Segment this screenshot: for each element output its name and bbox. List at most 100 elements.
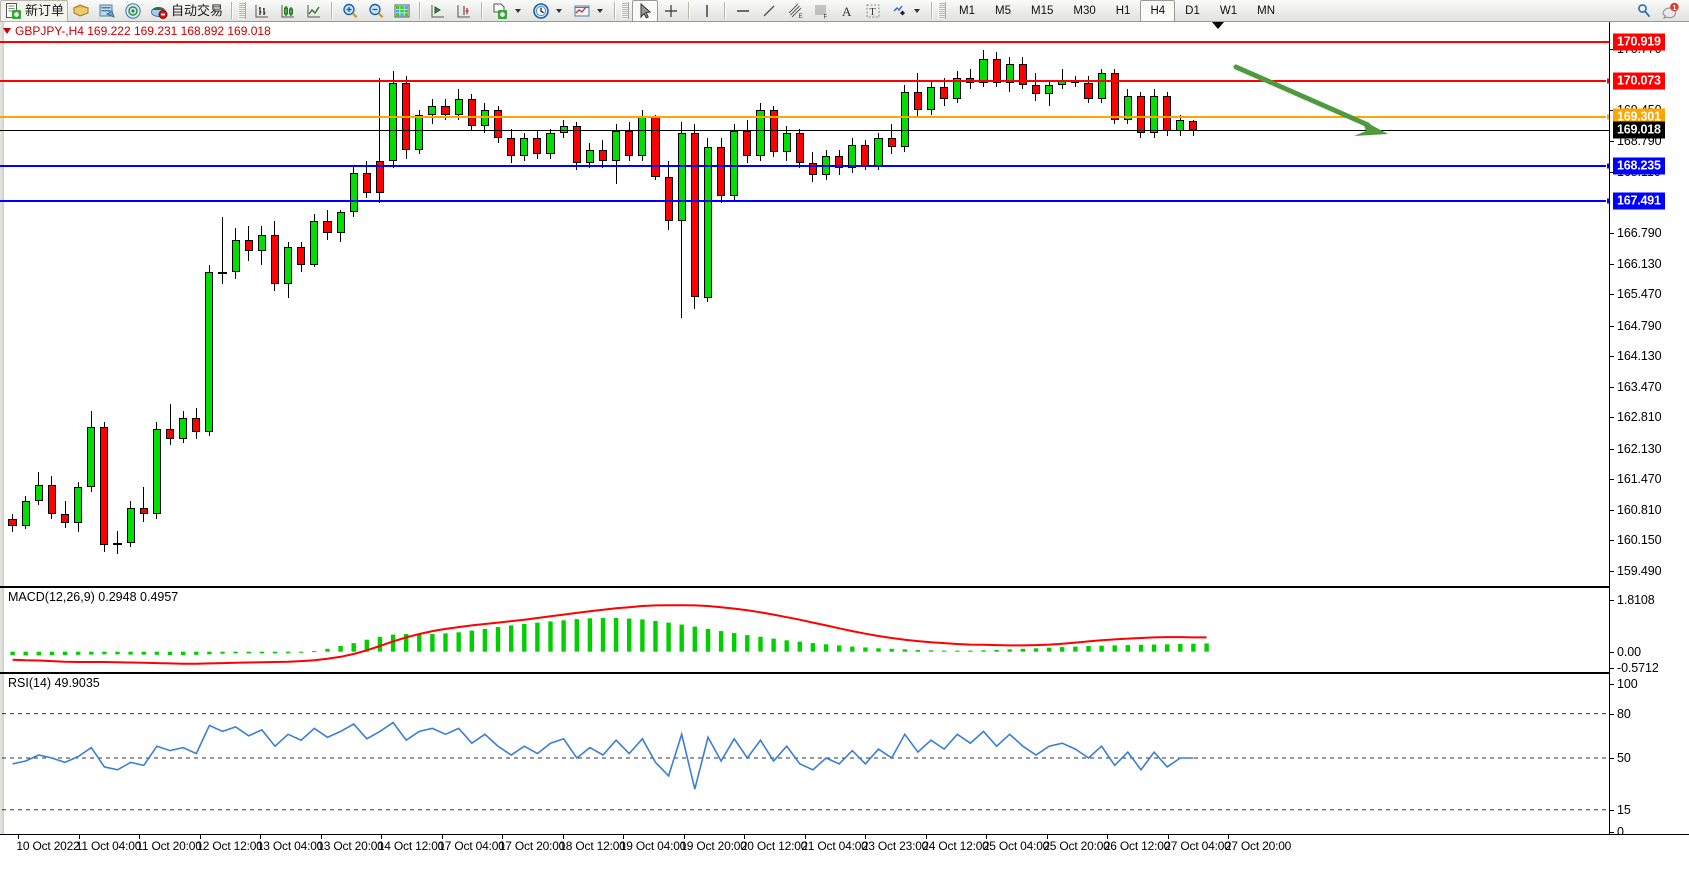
alerts-button[interactable]: 1 [1657, 0, 1683, 22]
new-order-button[interactable]: 新订单 [0, 0, 69, 22]
signals-button[interactable] [120, 0, 146, 22]
timeframe-h1[interactable]: H1 [1106, 0, 1141, 22]
candle-body [690, 133, 699, 298]
timeframe-label: M1 [959, 4, 976, 17]
rsi-tick-label: 100 [1617, 677, 1638, 691]
candle-body [1097, 73, 1106, 99]
candle [690, 124, 699, 310]
periods-button[interactable] [528, 0, 569, 22]
toolbar-separator [688, 2, 691, 19]
toolbar-separator [231, 2, 234, 19]
candle-body [454, 98, 463, 115]
timeframe-h4[interactable]: H4 [1140, 0, 1176, 22]
chart-plot-area[interactable]: MACD(12,26,9) 0.2948 0.4957 RSI(14) 49.90… [0, 22, 1689, 856]
candle-body [1189, 120, 1198, 131]
timeframe-w1[interactable]: W1 [1210, 0, 1247, 22]
chart-container[interactable]: MACD(12,26,9) 0.2948 0.4957 RSI(14) 49.90… [0, 22, 1689, 856]
price-badge-resistance-2[interactable]: 170.919 [1613, 33, 1665, 51]
price-level-line-resistance-1[interactable] [0, 80, 1620, 83]
bar-chart-button[interactable] [249, 0, 275, 22]
fibonacci-button[interactable]: F [808, 0, 834, 22]
time-scale[interactable]: 10 Oct 2022 11 Oct 04:00 11 Oct 20:00 12 Oc… [0, 834, 1689, 856]
price-tick [1610, 49, 1614, 51]
timeframe-d1[interactable]: D1 [1175, 0, 1210, 22]
timeframe-label: MN [1257, 4, 1275, 17]
timeframe-label: M30 [1073, 4, 1096, 17]
price-level-line-support-2[interactable] [0, 199, 1620, 202]
time-tick-label: 24 Oct 12:00 [922, 839, 989, 853]
macd-tick-label: 0.00 [1617, 644, 1641, 659]
shapes-button[interactable] [886, 0, 927, 22]
timeframe-m1[interactable]: M1 [949, 0, 985, 22]
horizontal-line-button[interactable] [730, 0, 756, 22]
indicators-button[interactable] [487, 0, 528, 22]
grid-button[interactable] [389, 0, 415, 22]
macd-plot [10, 604, 1209, 665]
zoom-in-button[interactable] [337, 0, 363, 22]
candle [21, 496, 30, 529]
chart-shift-button[interactable] [425, 0, 451, 22]
candle-body [1031, 84, 1041, 95]
candle-body [218, 272, 227, 275]
toolbar-grip[interactable] [621, 2, 630, 19]
chevron-down-icon[interactable] [597, 8, 604, 13]
timeframe-m15[interactable]: M15 [1021, 0, 1063, 22]
price-badge-pivot[interactable]: 169.301 [1613, 108, 1665, 126]
time-tick [1228, 835, 1229, 839]
auto-scroll-button[interactable] [451, 0, 477, 22]
crosshair-button[interactable] [658, 0, 684, 22]
candle-body [375, 161, 384, 194]
text-button[interactable]: T [860, 0, 886, 22]
vertical-line-button[interactable] [694, 0, 720, 22]
trendline-button[interactable] [756, 0, 782, 22]
price-tick-label: 165.470 [1617, 287, 1662, 302]
price-tick-label: 162.810 [1617, 410, 1662, 425]
time-tick-label: 12 Oct 12:00 [196, 839, 263, 853]
search-button[interactable] [1631, 0, 1657, 22]
templates-button[interactable] [569, 0, 610, 22]
toolbar-grip[interactable] [938, 2, 947, 19]
data-window-button[interactable] [68, 0, 94, 22]
equidistant-channel-button[interactable]: E [782, 0, 808, 22]
text-label-icon: A [838, 2, 856, 20]
toolbar-separator [331, 2, 334, 19]
zoom-out-button[interactable] [363, 0, 389, 22]
toolbar-grip[interactable] [238, 2, 247, 19]
trend-arrow[interactable] [0, 22, 1620, 586]
candle-body [480, 110, 489, 127]
price-level-line-current-price[interactable] [0, 130, 1620, 132]
candle [1005, 57, 1014, 92]
price-scale[interactable]: 170.770169.450168.790168.110166.790166.1… [1609, 22, 1689, 856]
line-chart-button[interactable] [301, 0, 327, 22]
auto-trading-button[interactable]: 自动交易 [146, 0, 227, 22]
price-badge-support-2[interactable]: 167.491 [1613, 192, 1665, 210]
candlestick-chart-button[interactable] [275, 0, 301, 22]
rsi-tick [1610, 758, 1614, 759]
candle [585, 142, 594, 169]
chevron-down-icon[interactable] [556, 8, 563, 13]
timeframe-m30[interactable]: M30 [1063, 0, 1105, 22]
candle-body [625, 131, 634, 157]
candle [297, 242, 306, 273]
candle-body [349, 172, 358, 212]
text-label-button[interactable]: A [834, 0, 860, 22]
timeframe-mn[interactable]: MN [1247, 0, 1285, 22]
chevron-down-icon[interactable] [914, 8, 921, 13]
cursor-button[interactable] [632, 0, 659, 22]
navigator-button[interactable] [94, 0, 120, 22]
price-badge-resistance-1[interactable]: 170.073 [1613, 72, 1665, 90]
candle [284, 242, 293, 298]
price-badge-support-1[interactable]: 168.235 [1613, 157, 1665, 175]
price-level-line-support-1[interactable] [0, 165, 1620, 168]
price-level-line-pivot[interactable] [0, 116, 1620, 119]
time-tick-label: 26 Oct 12:00 [1103, 839, 1171, 853]
time-tick-label: 23 Oct 23:00 [861, 839, 929, 853]
chevron-down-icon[interactable] [515, 8, 522, 13]
candle-wick [379, 77, 381, 203]
price-badge-current-price[interactable]: 169.018 [1613, 121, 1665, 139]
timeframe-m5[interactable]: M5 [985, 0, 1021, 22]
candle [953, 70, 962, 104]
price-level-line-resistance-2[interactable] [0, 41, 1620, 44]
candle [1097, 68, 1106, 104]
time-tick [78, 835, 80, 839]
